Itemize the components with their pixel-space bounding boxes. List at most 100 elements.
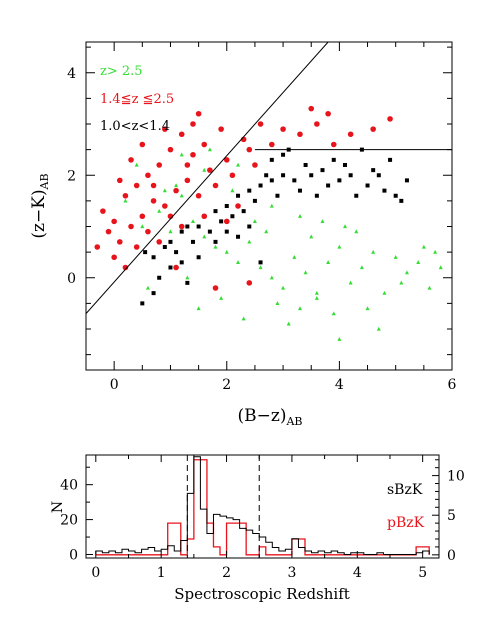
scatter-point bbox=[257, 121, 264, 127]
scatter-point bbox=[264, 173, 269, 178]
scatter-point bbox=[134, 162, 139, 167]
hist-y2-tick-label: 10 bbox=[447, 469, 465, 485]
scatter-point bbox=[354, 229, 359, 234]
scatter-point bbox=[433, 249, 438, 254]
scatter-point bbox=[162, 245, 167, 249]
scatter-point bbox=[139, 213, 146, 220]
scatter-panel: 0 2 4 6 0 2 4 z> 2.5 1.4≦z ≦2.5 1.0<z<1.4 (B−z… bbox=[29, 41, 457, 428]
scatter-point bbox=[195, 110, 202, 117]
scatter-point bbox=[252, 198, 257, 203]
scatter-point bbox=[376, 326, 381, 331]
scatter-point bbox=[162, 203, 168, 209]
scatter-point bbox=[111, 218, 117, 225]
scatter-point bbox=[416, 260, 421, 264]
scatter-point bbox=[179, 229, 184, 234]
scatter-point bbox=[314, 296, 319, 300]
scatter-point bbox=[292, 255, 297, 259]
scatter-point bbox=[157, 208, 162, 213]
scatter-point bbox=[100, 208, 106, 214]
scatter-point bbox=[196, 224, 201, 229]
hist-x-tick-label: 5 bbox=[418, 565, 427, 581]
scatter-point bbox=[241, 209, 246, 214]
scatter-point bbox=[122, 264, 129, 271]
scatter-point bbox=[269, 275, 274, 280]
scatter-point bbox=[145, 285, 150, 290]
scatter-point bbox=[258, 183, 263, 188]
scatter-point bbox=[236, 193, 241, 198]
scatter-point bbox=[281, 173, 286, 178]
scatter-point bbox=[223, 157, 230, 163]
scatter-point bbox=[236, 260, 241, 264]
scatter-point bbox=[174, 250, 179, 255]
scatter-point bbox=[297, 306, 302, 311]
scatter-point bbox=[207, 147, 212, 152]
scatter-point bbox=[252, 219, 257, 223]
scatter-point bbox=[314, 121, 320, 127]
scatter-point bbox=[213, 239, 218, 244]
scatter-point bbox=[404, 178, 409, 183]
scatter-point bbox=[143, 250, 148, 255]
scatter-point bbox=[347, 131, 354, 138]
scatter-point bbox=[184, 162, 191, 168]
legend-label-1.0-z-1.4: 1.0<z<1.4 bbox=[100, 119, 170, 134]
scatter-point bbox=[275, 193, 280, 198]
scatter-point bbox=[201, 141, 208, 148]
scatter-point bbox=[247, 224, 252, 229]
scatter-point bbox=[202, 234, 207, 239]
scatter-point bbox=[393, 255, 398, 259]
scatter-point bbox=[185, 275, 190, 280]
scatter-point bbox=[133, 182, 140, 189]
scatter-point bbox=[168, 229, 173, 234]
x-tick-label: 0 bbox=[110, 377, 119, 393]
scatter-point bbox=[314, 290, 319, 295]
scatter-point bbox=[184, 177, 191, 184]
scatter-point bbox=[178, 223, 185, 230]
scatter-point bbox=[404, 270, 409, 275]
scatter-point bbox=[94, 244, 101, 250]
series-2 bbox=[123, 147, 443, 341]
scatter-point bbox=[224, 229, 229, 234]
scatter-point bbox=[382, 290, 387, 295]
scatter-point bbox=[212, 182, 219, 189]
scatter-point bbox=[145, 228, 151, 235]
hist-x-tick-label: 1 bbox=[157, 565, 166, 581]
scatter-point bbox=[370, 126, 376, 132]
histogram-plot-area bbox=[95, 455, 430, 558]
scatter-point bbox=[286, 321, 291, 326]
scatter-point bbox=[173, 264, 179, 271]
scatter-point bbox=[236, 162, 241, 167]
x-tick-label: 4 bbox=[335, 377, 344, 393]
scatter-point bbox=[309, 234, 314, 239]
scatter-point bbox=[241, 316, 246, 321]
scatter-point bbox=[376, 173, 381, 178]
scatter-point bbox=[178, 131, 185, 138]
scatter-point bbox=[320, 168, 325, 173]
y-tick-label: 2 bbox=[67, 168, 76, 184]
scatter-ylabel: (z−K)AB bbox=[29, 173, 51, 238]
scatter-point bbox=[116, 177, 123, 184]
scatter-point bbox=[185, 280, 190, 285]
scatter-point bbox=[246, 280, 253, 286]
scatter-point bbox=[196, 255, 201, 260]
scatter-point bbox=[223, 218, 230, 225]
scatter-point bbox=[297, 131, 303, 138]
hist-x-tick-label: 3 bbox=[287, 565, 296, 581]
scatter-point bbox=[173, 187, 179, 194]
scatter-point bbox=[190, 219, 195, 223]
histogram-panel: 0 1 2 3 4 5 0 20 40 0 5 10 sBzK pBzK Spectroscopic … bbox=[50, 454, 465, 603]
scatter-point bbox=[219, 219, 224, 224]
scatter-point bbox=[258, 265, 263, 270]
scatter-point bbox=[337, 178, 342, 183]
scatter-point bbox=[337, 244, 342, 249]
hist-y-tick-label: 0 bbox=[69, 548, 78, 564]
scatter-point bbox=[297, 188, 302, 193]
scatter-point bbox=[438, 265, 443, 270]
scatter-point bbox=[371, 249, 376, 254]
scatter-point bbox=[145, 172, 151, 179]
scatter-point bbox=[337, 337, 342, 341]
legend-label-z-gt-2.5: z> 2.5 bbox=[100, 64, 143, 79]
scatter-point bbox=[190, 239, 195, 244]
scatter-point bbox=[247, 239, 252, 244]
scatter-point bbox=[190, 151, 196, 158]
